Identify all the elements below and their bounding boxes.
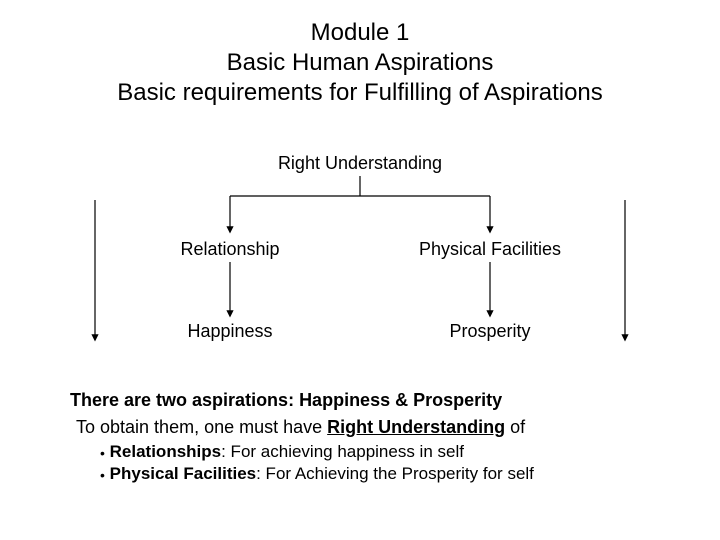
- body-line-2: To obtain them, one must have Right Unde…: [70, 417, 660, 438]
- bullet-1-rest: : For achieving happiness in self: [221, 442, 464, 461]
- bullet-icon: •: [100, 467, 105, 483]
- node-root: Right Understanding: [0, 153, 720, 174]
- body-1-prefix: There are two aspirations:: [70, 390, 299, 410]
- slide-root: Module 1 Basic Human Aspirations Basic r…: [0, 0, 720, 540]
- bullet-2-bold: Physical Facilities: [110, 464, 256, 483]
- body-bullet-2: • Physical Facilities: For Achieving the…: [70, 464, 660, 484]
- body-2-emph: Right Understanding: [327, 417, 505, 437]
- title-line-2: Basic Human Aspirations: [0, 48, 720, 78]
- title-line-1: Module 1: [0, 18, 720, 48]
- bullet-icon: •: [100, 445, 105, 461]
- body-2-prefix: To obtain them, one must have: [76, 417, 327, 437]
- bullet-1-bold: Relationships: [110, 442, 221, 461]
- node-prosperity: Prosperity: [390, 321, 590, 342]
- body-bullet-1: • Relationships: For achieving happiness…: [70, 442, 660, 462]
- node-relationship: Relationship: [130, 239, 330, 260]
- body-text: There are two aspirations: Happiness & P…: [70, 390, 660, 484]
- title-line-3: Basic requirements for Fulfilling of Asp…: [0, 78, 720, 108]
- title-block: Module 1 Basic Human Aspirations Basic r…: [0, 18, 720, 108]
- bullet-2-rest: : For Achieving the Prosperity for self: [256, 464, 534, 483]
- node-physical-facilities: Physical Facilities: [390, 239, 590, 260]
- body-2-suffix: of: [505, 417, 525, 437]
- node-happiness: Happiness: [130, 321, 330, 342]
- body-line-1: There are two aspirations: Happiness & P…: [70, 390, 660, 411]
- body-1-bold: Happiness & Prosperity: [299, 390, 502, 410]
